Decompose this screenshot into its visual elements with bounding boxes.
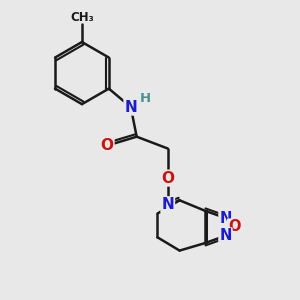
Text: N: N — [219, 211, 232, 226]
Text: N: N — [219, 228, 232, 243]
Text: O: O — [228, 219, 241, 234]
Text: CH₃: CH₃ — [70, 11, 94, 24]
Text: O: O — [100, 138, 114, 153]
Text: H: H — [140, 92, 151, 105]
Text: N: N — [161, 197, 174, 212]
Text: O: O — [161, 171, 174, 186]
Text: N: N — [124, 100, 137, 115]
